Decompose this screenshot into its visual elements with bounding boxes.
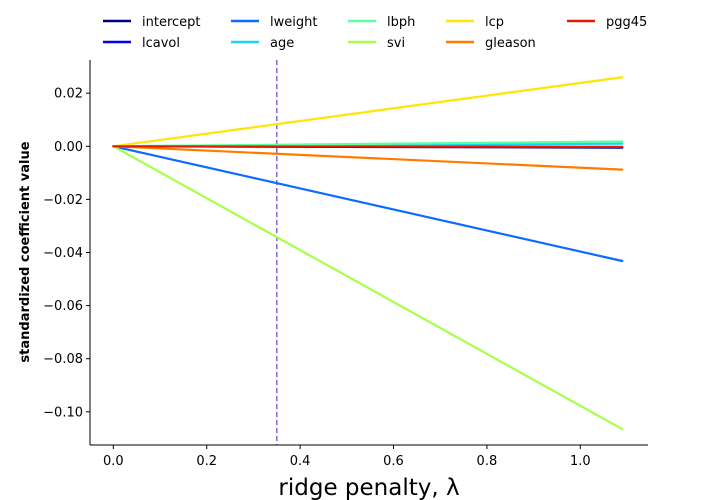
series-line-lcp [112, 76, 624, 148]
legend-entry-lcp: lcp [446, 15, 504, 30]
x-tick-label: 0.0 [103, 454, 124, 469]
series-line-lweight [112, 145, 624, 263]
legend-label: lweight [270, 15, 317, 30]
y-tick-label: −0.06 [43, 299, 83, 314]
legend-label: svi [387, 36, 405, 51]
legend-entry-lweight: lweight [231, 15, 317, 30]
legend-label: pgg45 [606, 15, 647, 30]
legend-label: gleason [485, 36, 536, 51]
legend-label: age [270, 36, 294, 51]
legend-entry-svi: svi [348, 36, 405, 51]
x-tick-label: 0.2 [196, 454, 217, 469]
x-tick-label: 0.6 [383, 454, 404, 469]
x-tick-label: 0.8 [477, 454, 498, 469]
x-tick-label: 1.0 [570, 454, 591, 469]
legend-entry-intercept: intercept [103, 15, 201, 30]
legend-entry-lbph: lbph [348, 15, 415, 30]
legend: intercept lcavol lweight age lbph svi lcp gleas… [103, 15, 647, 51]
x-tick-label: 0.4 [290, 454, 311, 469]
ticks: 0.0 0.2 0.4 0.6 0.8 1.0 0.02 0.00 −0.02 −0.04 −0.0… [43, 87, 590, 469]
legend-label: intercept [142, 15, 201, 30]
axes [89, 60, 648, 446]
legend-entry-age: age [231, 36, 294, 51]
series-line-pgg45 [112, 145, 624, 148]
series-line-svi [112, 145, 624, 431]
y-tick-label: 0.00 [54, 140, 83, 155]
legend-label: lcp [485, 15, 504, 30]
y-tick-label: 0.02 [54, 87, 83, 102]
legend-label: lbph [387, 15, 415, 30]
legend-entry-pgg45: pgg45 [567, 15, 647, 30]
x-axis-label: ridge penalty, λ [278, 475, 459, 500]
y-tick-label: −0.04 [43, 246, 83, 261]
y-tick-label: −0.02 [43, 193, 83, 208]
legend-entry-gleason: gleason [446, 36, 536, 51]
y-axis-label: standardized coefficient value [18, 141, 33, 362]
series-line-gleason [112, 145, 624, 171]
legend-entry-lcavol: lcavol [103, 36, 180, 51]
y-tick-label: −0.08 [43, 352, 83, 367]
legend-label: lcavol [142, 36, 180, 51]
y-tick-label: −0.10 [43, 405, 83, 420]
series-lines [112, 76, 624, 431]
